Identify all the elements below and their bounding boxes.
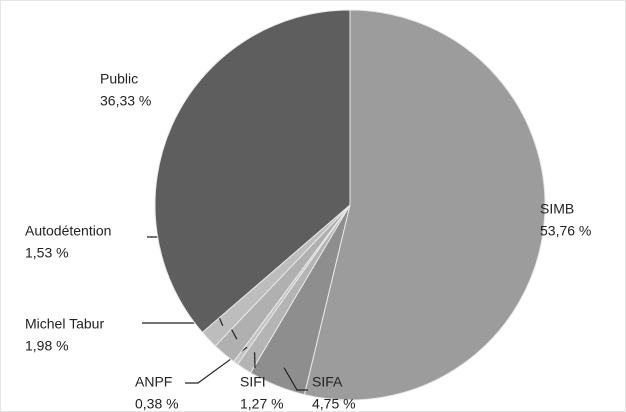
slice-value-label: 1,27 % xyxy=(240,396,284,412)
pie-slice xyxy=(154,9,351,334)
slice-label: SIFA xyxy=(312,374,343,390)
slice-value-label: 1,98 % xyxy=(25,338,69,354)
leader-line xyxy=(283,367,308,391)
slice-label: Public xyxy=(100,71,138,87)
pie-slice xyxy=(303,9,546,401)
slice-label: Autodétention xyxy=(25,223,111,239)
slice-label: ANPF xyxy=(135,374,172,390)
slice-label: SIMB xyxy=(540,201,574,217)
slice-label: Michel Tabur xyxy=(25,316,104,332)
slice-label: SIFI xyxy=(240,374,266,390)
slice-value-label: 53,76 % xyxy=(540,223,591,239)
slice-value-label: 36,33 % xyxy=(100,93,151,109)
slice-value-label: 4,75 % xyxy=(312,396,356,412)
slice-value-label: 1,53 % xyxy=(25,245,69,261)
slice-value-label: 0,38 % xyxy=(135,396,179,412)
